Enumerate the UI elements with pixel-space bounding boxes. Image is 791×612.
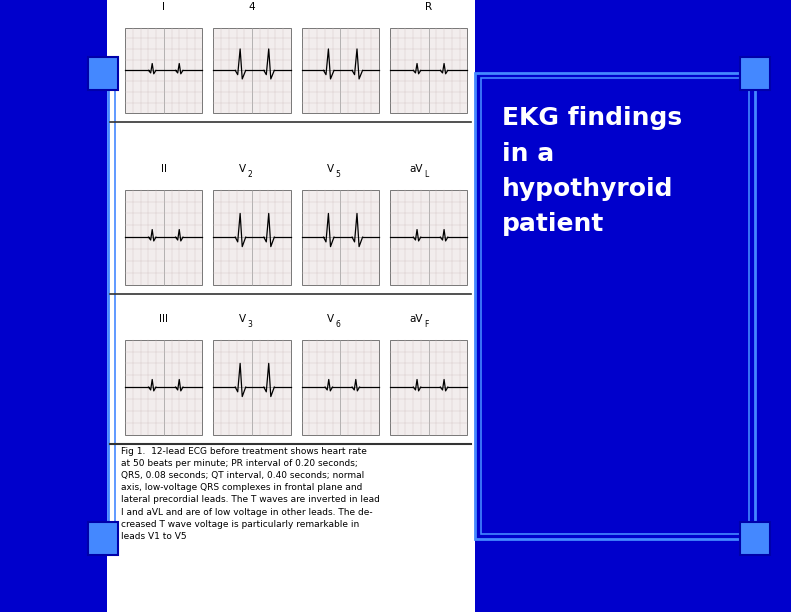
Text: V: V — [327, 165, 334, 174]
Text: 6: 6 — [335, 320, 341, 329]
Bar — [88, 56, 118, 90]
Text: aV: aV — [409, 315, 422, 324]
Text: V: V — [239, 315, 246, 324]
Bar — [301, 190, 379, 285]
Text: I: I — [162, 2, 165, 12]
Bar — [740, 521, 770, 556]
Text: R: R — [425, 2, 432, 12]
Bar — [214, 28, 291, 113]
Text: 2: 2 — [248, 170, 252, 179]
Text: II: II — [161, 165, 167, 174]
Bar — [301, 28, 379, 113]
Bar — [107, 0, 475, 612]
Text: 5: 5 — [335, 170, 341, 179]
Text: F: F — [424, 320, 429, 329]
Text: EKG findings
in a
hypothyroid
patient: EKG findings in a hypothyroid patient — [502, 106, 683, 236]
Text: 4: 4 — [248, 2, 255, 12]
Text: III: III — [159, 315, 168, 324]
Text: Fig 1.  12-lead ECG before treatment shows heart rate
at 50 beats per minute; PR: Fig 1. 12-lead ECG before treatment show… — [122, 447, 380, 541]
Bar — [125, 190, 202, 285]
Text: aV: aV — [409, 165, 422, 174]
Bar — [390, 28, 467, 113]
Bar — [740, 56, 770, 90]
Bar — [214, 340, 291, 435]
Text: L: L — [424, 170, 428, 179]
Text: 3: 3 — [248, 320, 252, 329]
Text: V: V — [327, 315, 334, 324]
Bar — [390, 190, 467, 285]
Bar — [125, 28, 202, 113]
Text: V: V — [239, 165, 246, 174]
Bar — [475, 73, 755, 539]
Bar — [301, 340, 379, 435]
Bar — [125, 340, 202, 435]
Bar — [390, 340, 467, 435]
Bar — [481, 78, 749, 534]
Bar — [88, 521, 118, 556]
Bar — [214, 190, 291, 285]
